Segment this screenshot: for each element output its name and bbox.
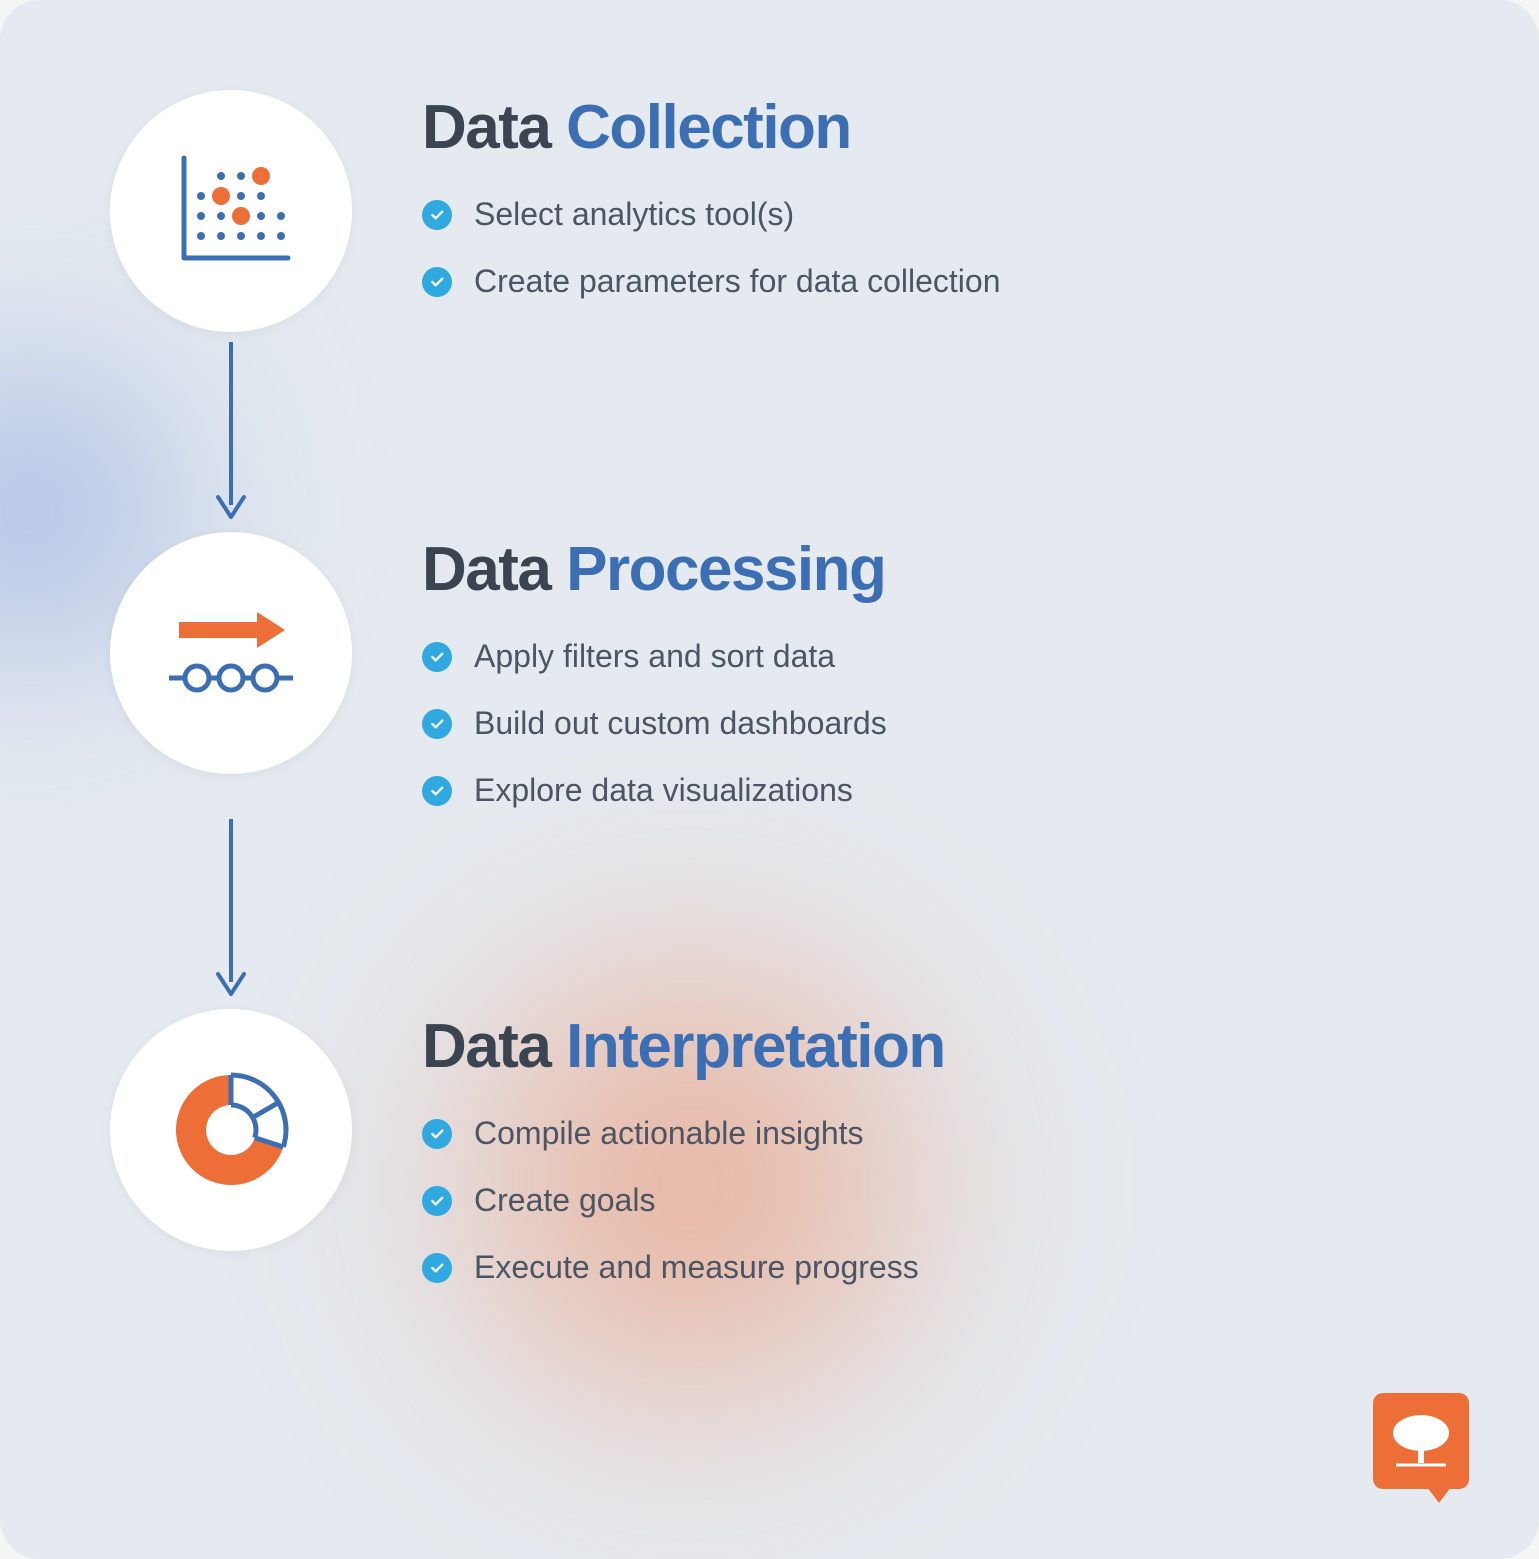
icon-circle-interpretation [110,1009,352,1251]
bullet-item: Explore data visualizations [422,772,1429,809]
title-word1: Data [422,93,550,162]
bullet-text: Apply filters and sort data [474,638,835,675]
title-word1: Data [422,1012,550,1081]
check-icon [422,1186,452,1216]
title-word2: Interpretation [566,1012,945,1081]
arrow-down-1 [110,332,352,532]
process-flow-icon [161,598,301,708]
donut-chart-icon [166,1065,296,1195]
title-interpretation: Data Interpretation [422,1013,1429,1081]
bullet-item: Execute and measure progress [422,1249,1429,1286]
icon-circle-collection [110,90,352,332]
bullet-text: Execute and measure progress [474,1249,919,1286]
title-word2: Collection [566,93,851,162]
content: Data Collection Select analytics tool(s)… [110,90,1429,1286]
title-collection: Data Collection [422,94,1429,162]
tree-icon [1386,1411,1456,1471]
check-icon [422,200,452,230]
check-icon [422,1253,452,1283]
step-processing: Data Processing Apply filters and sort d… [110,532,1429,809]
check-icon [422,1119,452,1149]
check-icon [422,267,452,297]
scatter-chart-icon [166,146,296,276]
title-processing: Data Processing [422,536,1429,604]
bullet-item: Create parameters for data collection [422,263,1429,300]
bullet-item: Create goals [422,1182,1429,1219]
step-collection: Data Collection Select analytics tool(s)… [110,90,1429,332]
bullet-text: Create goals [474,1182,655,1219]
title-word2: Processing [566,535,885,604]
title-word1: Data [422,535,550,604]
bullet-text: Create parameters for data collection [474,263,1000,300]
bullets-processing: Apply filters and sort data Build out cu… [422,638,1429,809]
bullet-text: Select analytics tool(s) [474,196,794,233]
icon-circle-processing [110,532,352,774]
bullet-text: Explore data visualizations [474,772,853,809]
arrow-down-2 [110,809,352,1009]
bullet-item: Select analytics tool(s) [422,196,1429,233]
bullet-item: Compile actionable insights [422,1115,1429,1152]
bullet-item: Build out custom dashboards [422,705,1429,742]
check-icon [422,709,452,739]
bullets-collection: Select analytics tool(s) Create paramete… [422,196,1429,300]
bullets-interpretation: Compile actionable insights Create goals… [422,1115,1429,1286]
check-icon [422,776,452,806]
bullet-item: Apply filters and sort data [422,638,1429,675]
bullet-text: Compile actionable insights [474,1115,864,1152]
step-interpretation: Data Interpretation Compile actionable i… [110,1009,1429,1286]
infographic-card: Data Collection Select analytics tool(s)… [0,0,1539,1559]
check-icon [422,642,452,672]
bullet-text: Build out custom dashboards [474,705,887,742]
brand-logo-badge [1373,1393,1469,1489]
